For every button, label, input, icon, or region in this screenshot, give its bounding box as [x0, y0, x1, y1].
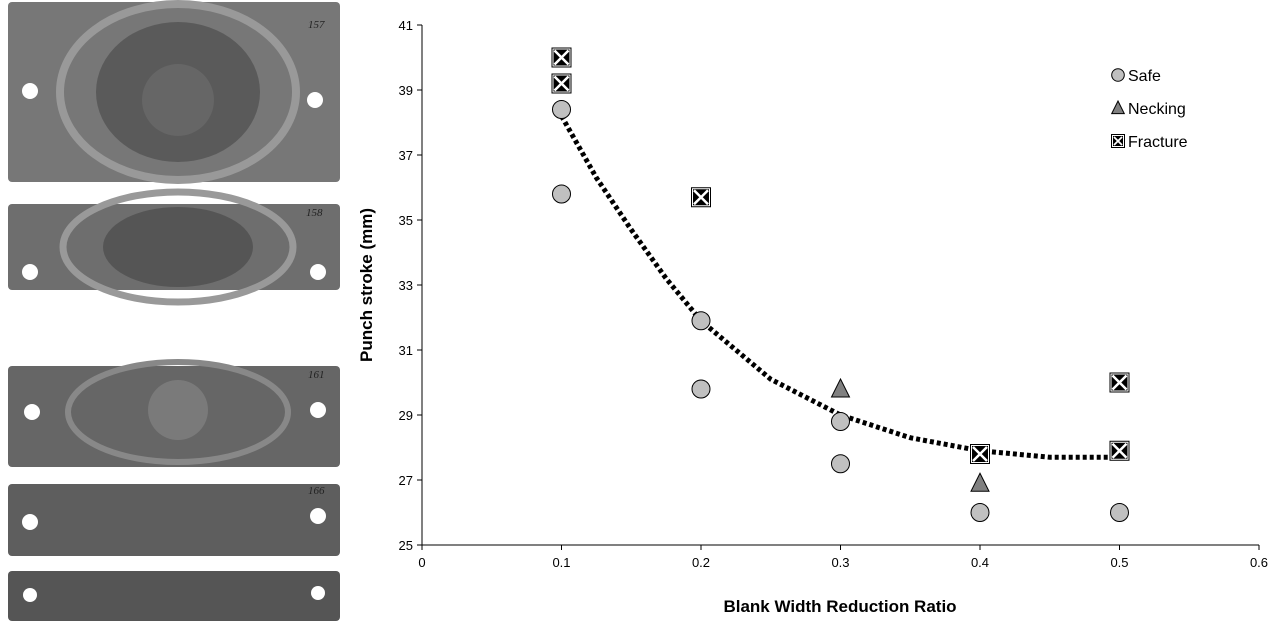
x-tick-label: 0.1: [552, 555, 570, 570]
marker-shape: [1111, 442, 1128, 459]
legend-label: Necking: [1128, 101, 1186, 118]
legend-label: Fracture: [1128, 134, 1188, 151]
specimen-photo: [8, 571, 340, 621]
marker-shape: [1112, 135, 1124, 147]
marker: [1110, 503, 1129, 522]
y-tick-label: 31: [399, 343, 413, 358]
marker-shape: [552, 48, 571, 67]
y-tick-label: 33: [399, 278, 413, 293]
marker: [970, 444, 990, 464]
marker: [1109, 372, 1130, 393]
y-tick-label: 41: [399, 18, 413, 33]
marker: [1109, 440, 1130, 461]
x-tick-label: 0.6: [1250, 555, 1268, 570]
marker: [970, 472, 990, 492]
x-tick-label: 0.5: [1110, 555, 1128, 570]
marker-shape: [1110, 373, 1129, 392]
marker-shape: [691, 379, 711, 399]
marker: [552, 184, 571, 204]
marker: [551, 73, 572, 94]
marker: [551, 47, 572, 68]
x-tick-label: 0.2: [692, 555, 710, 570]
marker-shape: [970, 472, 990, 492]
x-tick-label: 0: [418, 555, 425, 570]
marker-shape: [692, 188, 710, 207]
marker: [830, 377, 851, 398]
marker: [552, 100, 571, 119]
marker-shape: [553, 75, 570, 92]
trendline: [559, 114, 1120, 460]
marker: [831, 412, 850, 431]
legend-marker: [1111, 68, 1125, 82]
marker-shape: [552, 100, 571, 119]
legend-marker: [1110, 99, 1126, 115]
specimen-photo: [8, 359, 340, 467]
marker-shape: [831, 412, 850, 431]
y-tick-label: 39: [399, 83, 413, 98]
specimen-label: 161: [308, 369, 325, 381]
marker-shape: [1110, 441, 1129, 460]
specimen-label: 166: [308, 485, 325, 497]
y-tick-label: 27: [399, 473, 413, 488]
photos: 157 158 161 166: [8, 0, 340, 621]
marker-shape: [972, 446, 988, 462]
x-axis-title: Blank Width Reduction Ratio: [723, 597, 956, 616]
specimen-photo: [8, 484, 340, 556]
specimen-photo: [8, 188, 340, 306]
legend-label: Safe: [1128, 68, 1161, 85]
marker-shape: [552, 74, 571, 93]
marker-shape: [1110, 99, 1126, 115]
marker: [691, 187, 711, 208]
marker-shape: [830, 377, 851, 398]
marker: [831, 454, 850, 474]
marker: [691, 379, 711, 399]
y-tick-label: 25: [399, 538, 413, 553]
marker-shape: [1111, 68, 1125, 82]
y-tick-label: 35: [399, 213, 413, 228]
marker-shape: [691, 311, 711, 331]
x-tick-label: 0.4: [971, 555, 989, 570]
x-tick-label: 0.3: [831, 555, 849, 570]
legend-marker: [1111, 134, 1125, 148]
specimen-photo: [8, 0, 340, 184]
marker: [691, 311, 711, 331]
marker-shape: [970, 503, 990, 522]
y-tick-label: 37: [399, 148, 413, 163]
marker-shape: [1110, 503, 1129, 522]
marker-shape: [1113, 136, 1123, 146]
marker-shape: [1111, 374, 1128, 391]
y-axis-title: Punch stroke (mm): [357, 208, 376, 362]
y-tick-label: 29: [399, 408, 413, 423]
marker-shape: [971, 445, 989, 463]
specimen-label: 157: [308, 19, 325, 31]
marker-shape: [552, 184, 571, 204]
marker-shape: [553, 49, 570, 66]
marker-shape: [831, 454, 850, 474]
specimen-label: 158: [306, 207, 323, 219]
marker: [970, 503, 990, 522]
marker-shape: [693, 189, 709, 206]
